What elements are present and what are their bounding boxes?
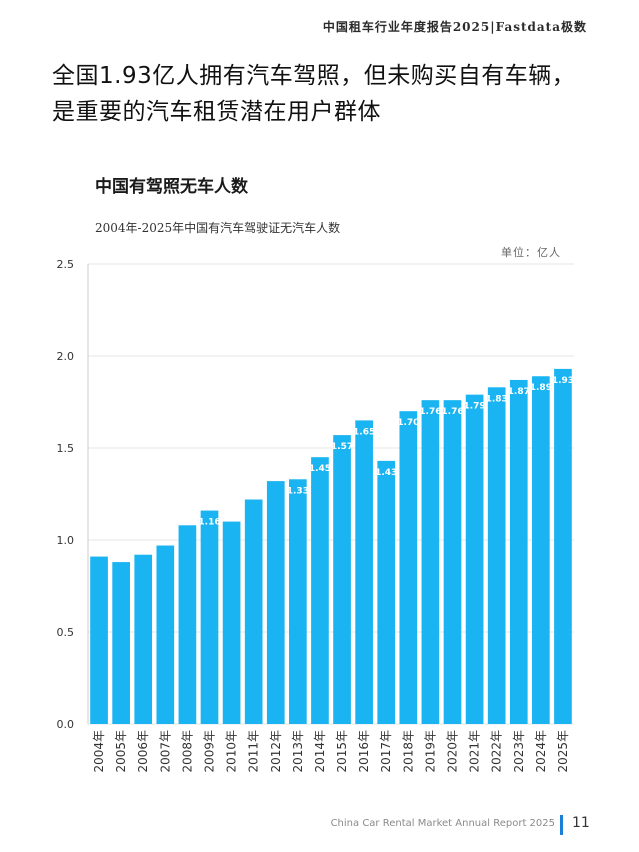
bar bbox=[487, 387, 506, 724]
bar-data-label: 1.83 bbox=[486, 394, 508, 404]
bar-data-label: 1.57 bbox=[331, 442, 353, 452]
bar-data-label: 1.70 bbox=[397, 418, 419, 428]
bar bbox=[90, 556, 108, 724]
y-tick-label: 2.5 bbox=[57, 258, 75, 271]
headline-line-2: 是重要的汽车租赁潜在用户群体 bbox=[52, 99, 381, 125]
bar-data-label: 1.16 bbox=[198, 518, 220, 528]
x-category-label: 2004年 bbox=[92, 730, 106, 773]
bar bbox=[311, 457, 329, 724]
chart-heading: 中国有驾照无车人数 bbox=[95, 177, 248, 197]
bar bbox=[399, 411, 418, 724]
x-category-label: 2012年 bbox=[269, 730, 283, 773]
bar bbox=[289, 479, 307, 724]
bar bbox=[532, 376, 550, 724]
bar-data-label: 1.79 bbox=[463, 402, 485, 412]
bar bbox=[554, 368, 572, 724]
bar-data-label: 1.43 bbox=[375, 468, 397, 478]
y-tick-label: 2.0 bbox=[57, 350, 75, 363]
bar bbox=[156, 545, 175, 724]
x-category-label: 2024年 bbox=[534, 730, 548, 773]
x-category-label: 2018年 bbox=[401, 730, 415, 773]
bar bbox=[200, 510, 219, 724]
bar-data-label: 1.45 bbox=[309, 464, 331, 474]
x-category-label: 2006年 bbox=[136, 730, 150, 773]
x-category-label: 2021年 bbox=[468, 730, 482, 773]
bar bbox=[178, 525, 197, 724]
x-category-label: 2014年 bbox=[313, 730, 327, 773]
bar bbox=[333, 435, 351, 724]
x-category-label: 2017年 bbox=[379, 730, 393, 773]
y-tick-label: 1.5 bbox=[57, 442, 75, 455]
x-category-label: 2010年 bbox=[225, 730, 239, 773]
bar bbox=[377, 460, 396, 724]
bar-data-label: 1.65 bbox=[353, 427, 375, 437]
bar bbox=[222, 521, 241, 724]
y-tick-label: 0.5 bbox=[57, 626, 75, 639]
bar-data-label: 1.76 bbox=[441, 407, 463, 417]
unit-label: 单位：亿人 bbox=[501, 246, 561, 259]
x-category-label: 2008年 bbox=[180, 730, 194, 773]
bar-data-label: 1.87 bbox=[508, 387, 530, 397]
x-category-label: 2019年 bbox=[423, 730, 437, 773]
bar-data-label: 1.93 bbox=[552, 376, 574, 386]
x-category-label: 2016年 bbox=[357, 730, 371, 773]
bar bbox=[134, 554, 153, 724]
bar bbox=[421, 400, 440, 724]
x-category-label: 2007年 bbox=[158, 730, 172, 773]
bar bbox=[112, 562, 130, 724]
bar bbox=[266, 481, 285, 724]
bar bbox=[355, 420, 373, 724]
report-brand-header: 中国租车行业年度报告2025|Fastdata极数 bbox=[322, 20, 587, 34]
bar-data-label: 1.89 bbox=[530, 383, 552, 393]
bar bbox=[443, 400, 462, 724]
page-headline: 全国1.93亿人拥有汽车驾照，但未购买自有车辆， 是重要的汽车租赁潜在用户群体 bbox=[52, 58, 612, 130]
x-category-label: 2009年 bbox=[203, 730, 217, 773]
headline-line-1: 全国1.93亿人拥有汽车驾照，但未购买自有车辆， bbox=[52, 63, 576, 89]
x-category-label: 2025年 bbox=[556, 730, 570, 773]
page-number: 11 bbox=[572, 815, 590, 831]
y-tick-label: 1.0 bbox=[57, 534, 75, 547]
bar-data-label: 1.33 bbox=[287, 486, 309, 496]
x-category-label: 2005年 bbox=[114, 730, 128, 773]
x-category-label: 2011年 bbox=[247, 730, 261, 773]
x-category-label: 2023年 bbox=[512, 730, 526, 773]
bar-data-label: 1.76 bbox=[419, 407, 441, 417]
bar bbox=[509, 379, 528, 724]
chart-title: 2004年-2025年中国有汽车驾驶证无汽车人数 bbox=[95, 221, 341, 235]
footer-divider bbox=[560, 815, 563, 835]
x-category-label: 2020年 bbox=[446, 730, 460, 773]
x-category-label: 2022年 bbox=[490, 730, 504, 773]
y-tick-label: 0.0 bbox=[57, 718, 75, 731]
bar bbox=[465, 394, 484, 724]
bar bbox=[244, 499, 263, 724]
x-category-label: 2015年 bbox=[335, 730, 349, 773]
footer-report-name: China Car Rental Market Annual Report 20… bbox=[330, 818, 555, 829]
x-category-label: 2013年 bbox=[291, 730, 305, 773]
